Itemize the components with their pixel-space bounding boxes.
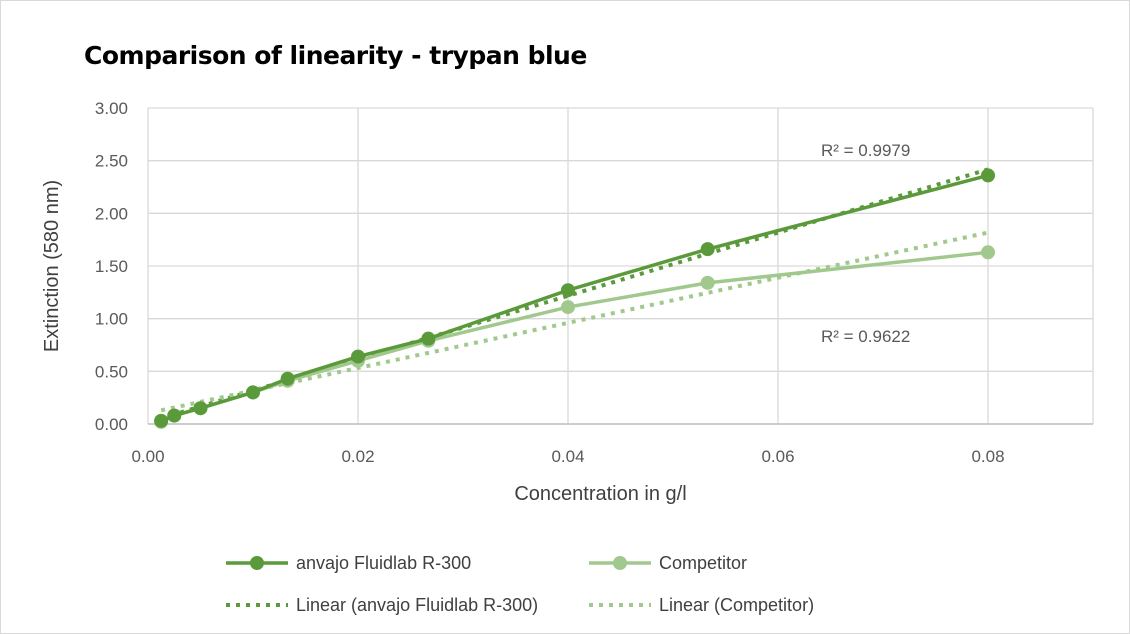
data-point-anvajo <box>154 413 169 428</box>
data-point-anvajo <box>421 331 436 346</box>
series-line-anvajo <box>160 173 989 423</box>
x-axis-label: Concentration in g/l <box>514 483 686 505</box>
x-tick-label: 0.02 <box>341 447 374 466</box>
y-tick-label: 2.00 <box>95 204 128 223</box>
data-point-anvajo <box>700 242 715 257</box>
r-squared-label: R² = 0.9979 <box>821 141 910 160</box>
legend-label: anvajo Fluidlab R-300 <box>296 553 471 573</box>
data-point-anvajo <box>280 371 295 386</box>
x-tick-label: 0.06 <box>761 447 794 466</box>
y-axis-label: Extinction (580 nm) <box>41 180 63 352</box>
trendline-competitor <box>160 230 989 413</box>
data-point-anvajo <box>981 168 995 183</box>
legend-label: Competitor <box>659 553 747 573</box>
x-tick-label: 0.00 <box>131 447 164 466</box>
data-point-competitor <box>561 300 575 315</box>
data-point-competitor <box>981 245 995 260</box>
data-point-anvajo <box>193 401 208 416</box>
legend-label: Linear (Competitor) <box>659 595 814 615</box>
r-squared-label: R² = 0.9622 <box>821 327 910 346</box>
y-tick-label: 3.00 <box>95 99 128 118</box>
data-point-competitor <box>700 275 715 290</box>
x-tick-label: 0.04 <box>551 447 584 466</box>
y-tick-label: 1.00 <box>95 310 128 329</box>
chart-title: Comparison of linearity - trypan blue <box>84 41 587 70</box>
legend-label: Linear (anvajo Fluidlab R-300) <box>296 595 538 615</box>
x-tick-label: 0.08 <box>971 447 1004 466</box>
data-point-anvajo <box>246 385 260 400</box>
data-point-anvajo <box>167 408 182 423</box>
data-point-anvajo <box>561 283 575 298</box>
y-tick-label: 2.50 <box>95 152 128 171</box>
y-tick-label: 1.50 <box>95 257 128 276</box>
data-point-anvajo <box>351 349 365 364</box>
legend-marker <box>250 556 264 570</box>
y-tick-label: 0.00 <box>95 415 128 434</box>
legend-marker <box>613 556 627 570</box>
y-tick-label: 0.50 <box>95 362 128 381</box>
